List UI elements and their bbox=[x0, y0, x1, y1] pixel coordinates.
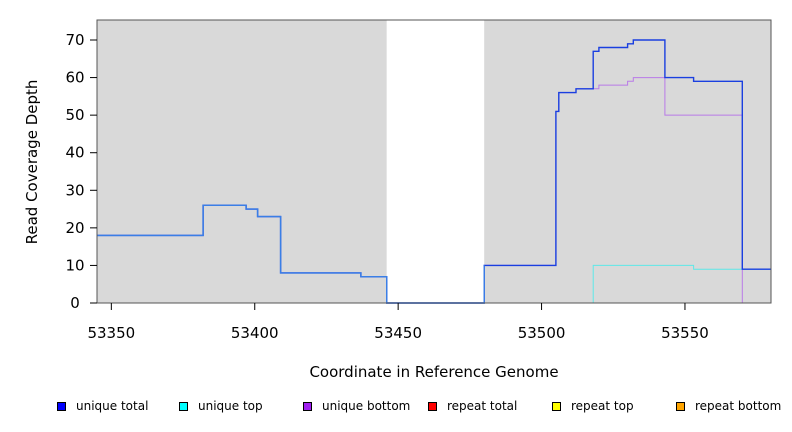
y-tick-label: 30 bbox=[65, 181, 84, 199]
legend-label: repeat top bbox=[571, 399, 634, 413]
legend-label: repeat total bbox=[447, 399, 518, 413]
legend-item-unique-top: unique top bbox=[179, 399, 263, 413]
x-axis-title: Coordinate in Reference Genome bbox=[309, 363, 558, 381]
x-tick-label: 53450 bbox=[374, 324, 422, 342]
coverage-chart: 53350 53400 53450 53500 53550 0 10 20 30 40 50 60 70… bbox=[23, 19, 772, 381]
y-tick-label: 10 bbox=[65, 256, 84, 274]
legend-swatch bbox=[428, 401, 437, 411]
legend-swatch bbox=[57, 401, 66, 411]
legend-swatch bbox=[303, 401, 312, 411]
legend-item-repeat-total: repeat total bbox=[428, 399, 517, 413]
shaded-region-2 bbox=[484, 20, 771, 303]
legend-label: unique bottom bbox=[322, 399, 411, 413]
x-tick-label: 53500 bbox=[518, 324, 566, 342]
y-axis-title: Read Coverage Depth bbox=[23, 80, 41, 245]
shaded-region-1 bbox=[97, 20, 387, 303]
legend-swatch bbox=[552, 401, 561, 411]
x-tick-label: 53350 bbox=[87, 324, 135, 342]
legend-item-unique-total: unique total bbox=[57, 399, 148, 413]
legend-item-repeat-bottom: repeat bottom bbox=[676, 399, 781, 413]
y-tick-label: 0 bbox=[70, 294, 80, 312]
shaded-regions bbox=[97, 20, 771, 303]
y-tick-label: 70 bbox=[65, 31, 84, 49]
axes: 53350 53400 53450 53500 53550 0 10 20 30 40 50 60 70 bbox=[65, 19, 772, 342]
legend-swatch bbox=[179, 401, 188, 411]
legend-swatch bbox=[676, 401, 685, 411]
legend-item-repeat-top: repeat top bbox=[552, 399, 634, 413]
y-tick-label: 20 bbox=[65, 219, 84, 237]
plot-border bbox=[96, 19, 772, 304]
x-tick-label: 53550 bbox=[661, 324, 709, 342]
series-overlap-unique bbox=[97, 204, 485, 304]
legend-item-unique-bottom: unique bottom bbox=[303, 399, 410, 413]
x-tick-label: 53400 bbox=[231, 324, 279, 342]
y-tick-label: 40 bbox=[65, 144, 84, 162]
legend-label: repeat bottom bbox=[695, 399, 782, 413]
y-tick-label: 60 bbox=[65, 69, 84, 87]
legend-label: unique top bbox=[198, 399, 263, 413]
y-tick-label: 50 bbox=[65, 106, 84, 124]
legend-label: unique total bbox=[76, 399, 149, 413]
legend: unique total unique top unique bottom repea… bbox=[0, 399, 792, 419]
